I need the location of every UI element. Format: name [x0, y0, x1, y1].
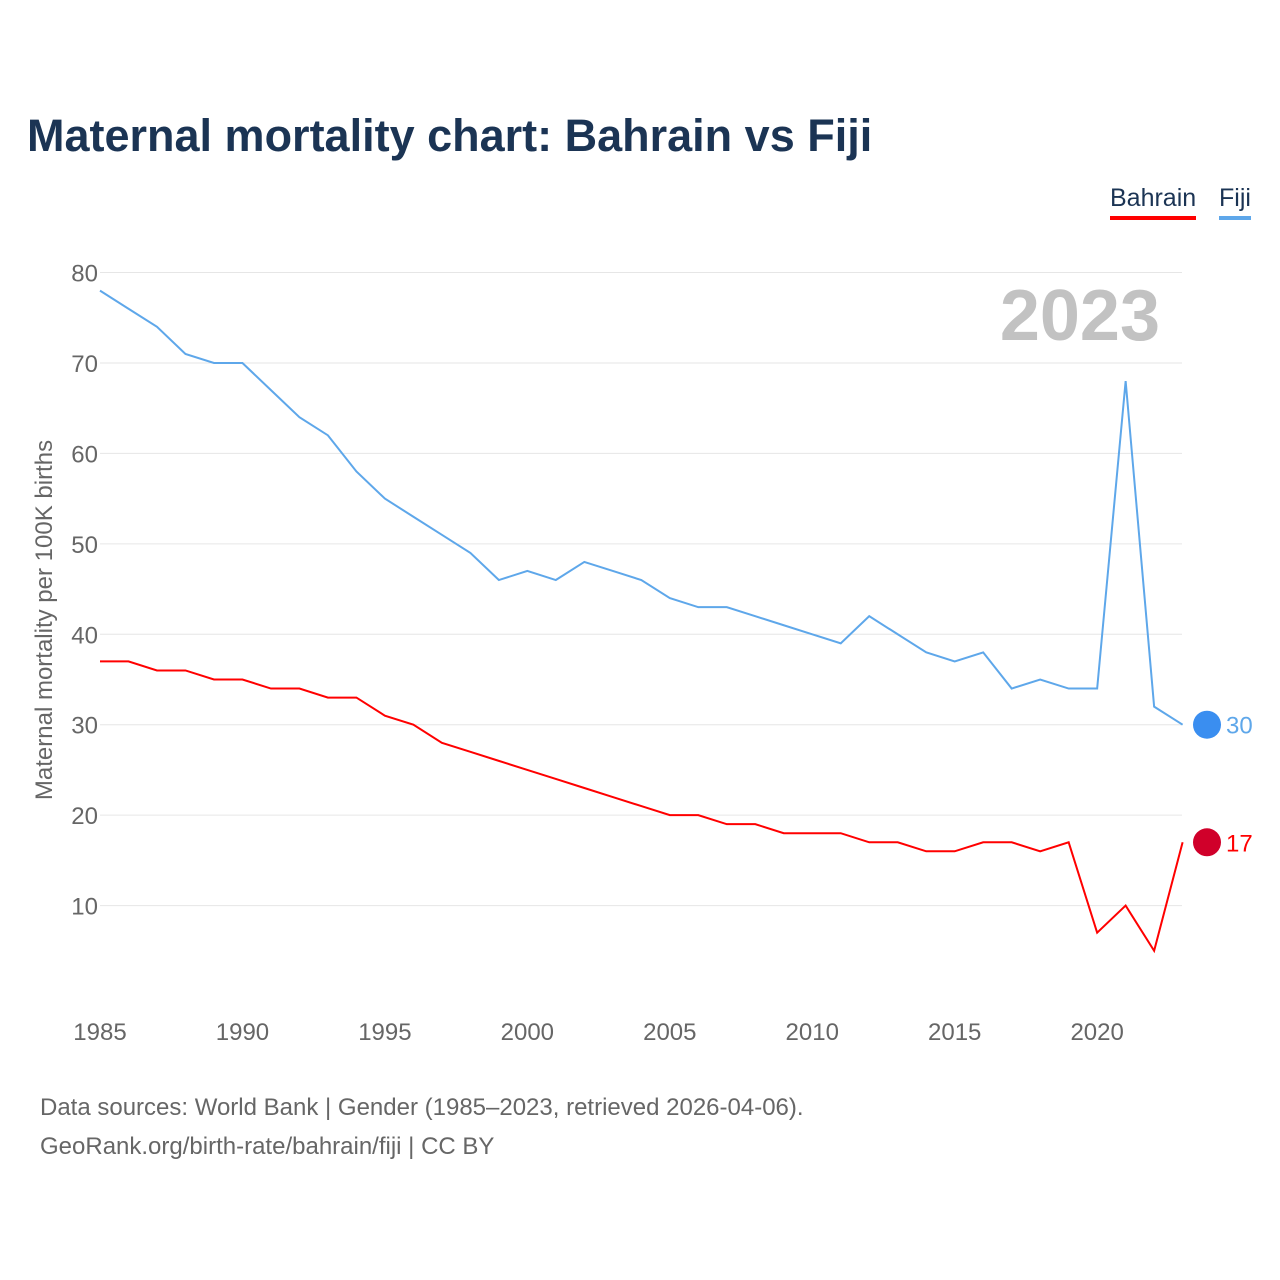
- source-line-1: Data sources: World Bank | Gender (1985–…: [40, 1094, 804, 1121]
- y-tick-label: 40: [71, 622, 98, 649]
- y-tick-label: 80: [71, 261, 98, 288]
- y-tick-label: 30: [71, 713, 98, 740]
- end-label-fiji: 30: [1226, 713, 1253, 740]
- y-axis-label: Maternal mortality per 100K births: [31, 440, 58, 800]
- legend-fiji[interactable]: Fiji: [1219, 184, 1251, 220]
- x-tick-label: 1990: [216, 1019, 269, 1046]
- series-line-fiji: [99, 289, 1184, 726]
- y-tick-label: 50: [71, 532, 98, 559]
- legend-bahrain[interactable]: Bahrain: [1110, 184, 1197, 220]
- end-label-bahrain: 17: [1226, 830, 1253, 857]
- y-tick-label: 60: [71, 441, 98, 468]
- y-tick-label: 10: [71, 894, 98, 921]
- series-line-bahrain: [100, 660, 1184, 954]
- x-tick-label: 2015: [928, 1019, 981, 1046]
- y-tick-label: 20: [71, 803, 98, 830]
- bahrain-flag-icon: [1193, 828, 1221, 857]
- x-tick-label: 2020: [1070, 1019, 1123, 1046]
- source-note: Data sources: World Bank | Gender (1985–…: [40, 1088, 804, 1166]
- fiji-flag-icon: [1193, 710, 1221, 739]
- x-tick-label: 1985: [73, 1019, 126, 1046]
- x-tick-label: 2005: [643, 1019, 696, 1046]
- source-line-2[interactable]: GeoRank.org/birth-rate/bahrain/fiji | CC…: [40, 1133, 495, 1160]
- chart-title: Maternal mortality chart: Bahrain vs Fij…: [27, 110, 873, 161]
- x-tick-label: 2000: [501, 1019, 554, 1046]
- year-label: 2023: [1000, 276, 1160, 356]
- y-tick-label: 70: [71, 351, 98, 378]
- x-tick-label: 2010: [786, 1019, 839, 1046]
- x-tick-label: 1995: [358, 1019, 411, 1046]
- chart-area: 10 20 30 40 50 60 70 80 1985 1990 1995 2000 2005 2010…: [31, 261, 1253, 1046]
